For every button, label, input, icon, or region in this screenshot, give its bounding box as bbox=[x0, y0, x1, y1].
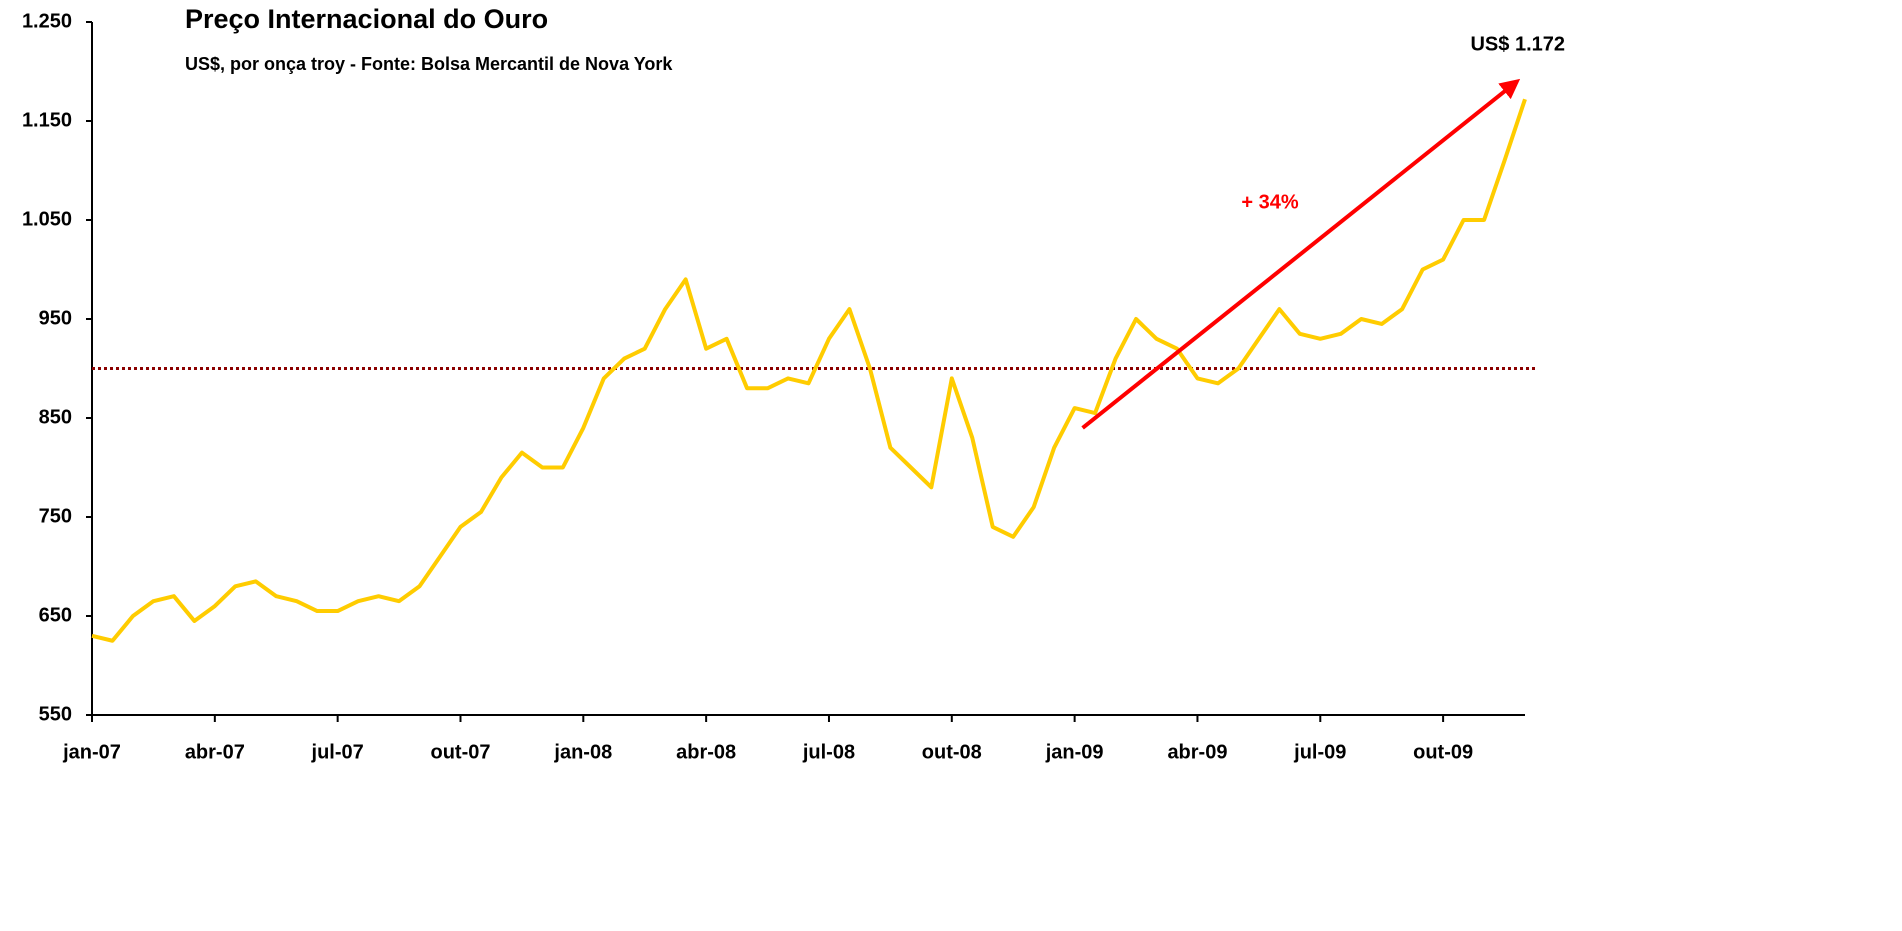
y-tick-label: 1.150 bbox=[22, 109, 72, 131]
arrow bbox=[1081, 78, 1521, 430]
annotation: + 34% bbox=[1241, 191, 1298, 213]
price-line bbox=[91, 98, 1527, 643]
y-tick-label: 650 bbox=[39, 604, 72, 626]
x-tick-label: out-09 bbox=[1413, 741, 1473, 763]
y-tick-label: 550 bbox=[39, 703, 72, 725]
y-tick-label: 1.050 bbox=[22, 208, 72, 230]
x-tick-label: jul-07 bbox=[311, 741, 364, 763]
x-tick-label: abr-07 bbox=[185, 741, 245, 763]
chart-subtitle: US$, por onça troy - Fonte: Bolsa Mercan… bbox=[185, 54, 673, 74]
x-tick-label: jan-08 bbox=[553, 741, 612, 763]
x-tick-label: jan-07 bbox=[62, 741, 121, 763]
x-tick-label: jan-09 bbox=[1045, 741, 1104, 763]
x-tick-label: out-07 bbox=[430, 741, 490, 763]
chart-title: Preço Internacional do Ouro bbox=[185, 4, 548, 34]
y-tick-label: 850 bbox=[39, 406, 72, 428]
x-tick-label: out-08 bbox=[922, 741, 982, 763]
y-tick-label: 1.250 bbox=[22, 10, 72, 32]
y-tick-label: 750 bbox=[39, 505, 72, 527]
y-tick-label: 950 bbox=[39, 307, 72, 329]
x-tick-label: jul-08 bbox=[802, 741, 855, 763]
x-tick-label: abr-09 bbox=[1167, 741, 1227, 763]
annotation: US$ 1.172 bbox=[1470, 33, 1565, 55]
x-tick-label: jul-09 bbox=[1293, 741, 1346, 763]
x-tick-label: abr-08 bbox=[676, 741, 736, 763]
